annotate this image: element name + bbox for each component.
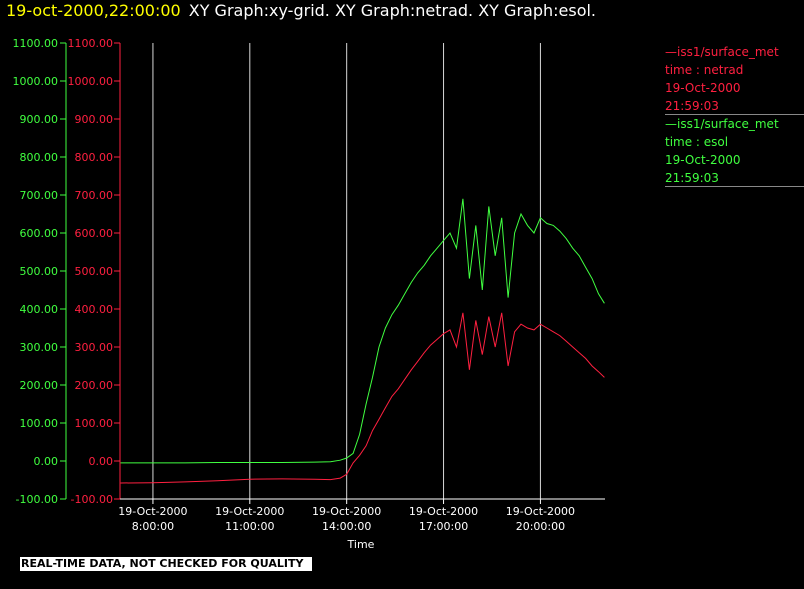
x-tick-label-date: 19-Oct-2000	[312, 505, 381, 518]
header-graph-list: XY Graph:xy-grid. XY Graph:netrad. XY Gr…	[188, 1, 597, 20]
legend-entry-netrad: —iss1/surface_met time : netrad 19-Oct-2…	[665, 43, 804, 115]
y-tick-label-esol: 800.00	[20, 151, 59, 164]
x-tick-label-time: 20:00:00	[516, 520, 565, 533]
y-tick-label-netrad: 900.00	[75, 113, 114, 126]
legend-esol-date: 19-Oct-2000	[665, 153, 741, 167]
y-tick-label-esol: 0.00	[34, 455, 59, 468]
y-tick-label-netrad: 1100.00	[68, 37, 114, 50]
y-tick-label-esol: 900.00	[20, 113, 59, 126]
series-line-netrad	[120, 312, 605, 484]
x-axis-label: Time	[347, 538, 375, 551]
y-tick-label-esol: 600.00	[20, 227, 59, 240]
header-datetime: 19-oct-2000,22:00:00	[6, 1, 181, 20]
x-tick-label-date: 19-Oct-2000	[506, 505, 575, 518]
y-tick-label-netrad: 600.00	[75, 227, 114, 240]
header-title: 19-oct-2000,22:00:00 XY Graph:xy-grid. XY…	[6, 1, 596, 21]
x-tick-label-time: 14:00:00	[322, 520, 371, 533]
legend-esol-time: 21:59:03	[665, 171, 719, 185]
y-tick-label-esol: -100.00	[16, 493, 58, 506]
legend-esol-variable: time : esol	[665, 135, 729, 149]
series-line-esol	[120, 198, 605, 464]
legend-netrad-source: —iss1/surface_met	[665, 45, 779, 59]
y-tick-label-netrad: 100.00	[75, 417, 114, 430]
x-tick-label-time: 11:00:00	[225, 520, 274, 533]
y-tick-label-netrad: 400.00	[75, 303, 114, 316]
legend-netrad-variable: time : netrad	[665, 63, 744, 77]
y-tick-label-esol: 300.00	[20, 341, 59, 354]
x-tick-label-date: 19-Oct-2000	[409, 505, 478, 518]
y-tick-label-netrad: 700.00	[75, 189, 114, 202]
legend-esol-source: —iss1/surface_met	[665, 117, 779, 131]
x-tick-label-time: 8:00:00	[132, 520, 174, 533]
legend-divider	[665, 114, 804, 115]
y-tick-label-esol: 500.00	[20, 265, 59, 278]
y-tick-label-esol: 200.00	[20, 379, 59, 392]
y-tick-label-netrad: -100.00	[71, 493, 113, 506]
y-tick-label-netrad: 500.00	[75, 265, 114, 278]
y-tick-label-esol: 1100.00	[13, 37, 59, 50]
x-tick-label-date: 19-Oct-2000	[118, 505, 187, 518]
legend-netrad-time: 21:59:03	[665, 99, 719, 113]
y-tick-label-netrad: 1000.00	[68, 75, 114, 88]
x-tick-label-time: 17:00:00	[419, 520, 468, 533]
y-tick-label-netrad: 200.00	[75, 379, 114, 392]
legend-entry-esol: —iss1/surface_met time : esol 19-Oct-200…	[665, 115, 804, 187]
y-tick-label-esol: 100.00	[20, 417, 59, 430]
legend-divider	[665, 186, 804, 187]
y-tick-label-netrad: 0.00	[89, 455, 114, 468]
legend-netrad-date: 19-Oct-2000	[665, 81, 741, 95]
y-tick-label-esol: 400.00	[20, 303, 59, 316]
y-tick-label-esol: 700.00	[20, 189, 59, 202]
x-tick-label-date: 19-Oct-2000	[215, 505, 284, 518]
y-tick-label-netrad: 800.00	[75, 151, 114, 164]
y-tick-label-netrad: 300.00	[75, 341, 114, 354]
y-tick-label-esol: 1000.00	[13, 75, 59, 88]
quality-notice: REAL-TIME DATA, NOT CHECKED FOR QUALITY	[20, 557, 312, 571]
